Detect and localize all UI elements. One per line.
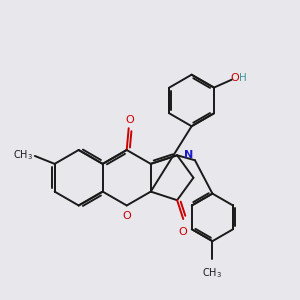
Text: O: O [231,73,239,83]
Text: H: H [239,73,246,83]
Text: CH$_3$: CH$_3$ [13,148,33,162]
Text: O: O [122,212,131,221]
Text: O: O [178,227,187,237]
Text: O: O [125,115,134,125]
Text: CH$_3$: CH$_3$ [202,266,222,280]
Text: N: N [184,150,193,160]
